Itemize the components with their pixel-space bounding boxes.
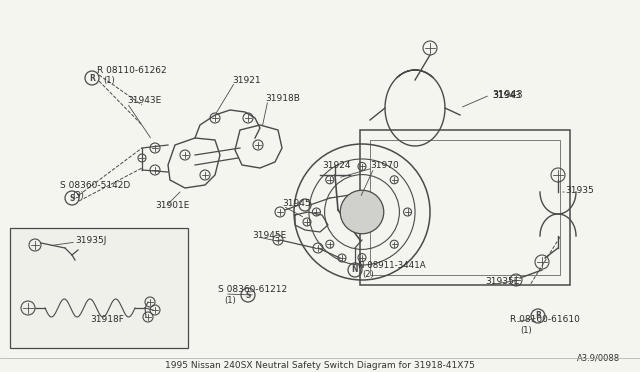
Text: 31918F: 31918F [90,315,124,324]
Text: 31943: 31943 [492,90,523,100]
Text: 31945E: 31945E [252,231,286,240]
Bar [360,130,570,285]
Text: 31935E: 31935E [485,278,520,286]
Text: 31943: 31943 [492,90,520,99]
Text: (1): (1) [103,76,115,84]
Text: R 08160-61610: R 08160-61610 [510,315,580,324]
Text: S: S [245,291,251,299]
Text: (2): (2) [362,270,374,279]
Bar [10,228,188,348]
Text: S: S [69,193,75,202]
Text: A3.9/0088: A3.9/0088 [577,353,620,362]
Circle shape [340,190,384,234]
Text: R: R [535,311,541,321]
Text: N 08911-3441A: N 08911-3441A [358,260,426,269]
Text: S 08360-5142D: S 08360-5142D [60,180,131,189]
Text: 31921: 31921 [232,76,260,84]
Text: (1): (1) [520,326,532,334]
Text: 31945: 31945 [282,199,310,208]
Text: 31901E: 31901E [155,201,189,209]
Text: N: N [352,266,358,275]
Text: S 08360-61212: S 08360-61212 [218,285,287,295]
Bar [370,140,560,275]
Text: 1995 Nissan 240SX Neutral Safety Switch Diagram for 31918-41X75: 1995 Nissan 240SX Neutral Safety Switch … [165,362,475,371]
Text: (3): (3) [72,190,84,199]
Text: (1): (1) [224,295,236,305]
Text: 31935: 31935 [565,186,594,195]
Text: 31918B: 31918B [265,93,300,103]
Text: 31935J: 31935J [75,235,106,244]
Text: 31924: 31924 [322,160,351,170]
Text: 31943E: 31943E [127,96,161,105]
Text: R: R [89,74,95,83]
Text: R 08110-61262: R 08110-61262 [97,65,166,74]
Text: 31970: 31970 [370,160,399,170]
